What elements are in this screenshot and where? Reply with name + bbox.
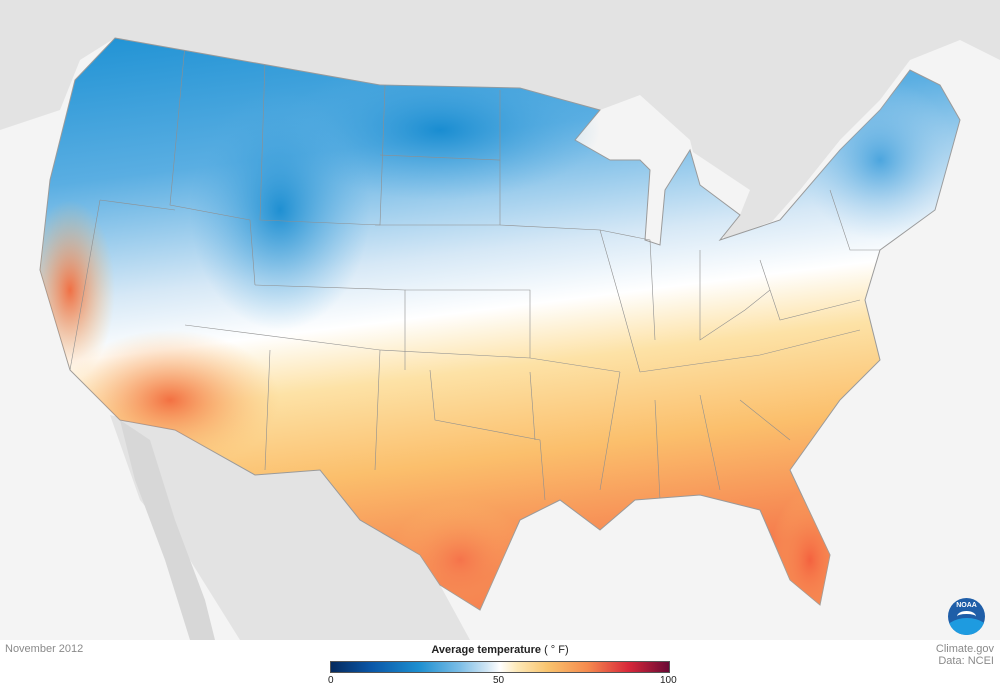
legend-title-row: Average temperature ( ° F) [330, 644, 670, 656]
map-canvas [0, 0, 1000, 640]
map-date: November 2012 [5, 643, 84, 655]
temperature-legend: Average temperature ( ° F) 0 50 100 [328, 644, 677, 688]
mexico-land [110, 415, 470, 640]
great-lakes [575, 100, 790, 245]
legend-color-bar [330, 661, 670, 673]
legend-unit: ( ° F) [544, 644, 569, 656]
legend-tick-min: 0 [328, 675, 334, 686]
legend-tick-mid: 50 [493, 675, 505, 686]
noaa-logo-text: NOAA [956, 602, 977, 609]
legend-title: Average temperature [431, 644, 541, 656]
florida-hot [770, 490, 850, 610]
rockies-cold [190, 90, 370, 330]
credit-data: Data: NCEI [938, 655, 994, 667]
canada-land [0, 0, 1000, 240]
credit-source: Climate.gov [935, 643, 994, 655]
state-boundaries [69, 44, 880, 501]
baja-peninsula [120, 420, 215, 640]
noaa-logo-icon: NOAA [948, 598, 985, 635]
california-warm [40, 200, 115, 380]
legend-tick-max: 100 [660, 675, 677, 686]
map-footer: November 2012 Average temperature ( ° F)… [0, 640, 1000, 690]
temperature-map: NOAA [0, 0, 1000, 640]
map-credit: Climate.gov Data: NCEI [936, 643, 994, 667]
